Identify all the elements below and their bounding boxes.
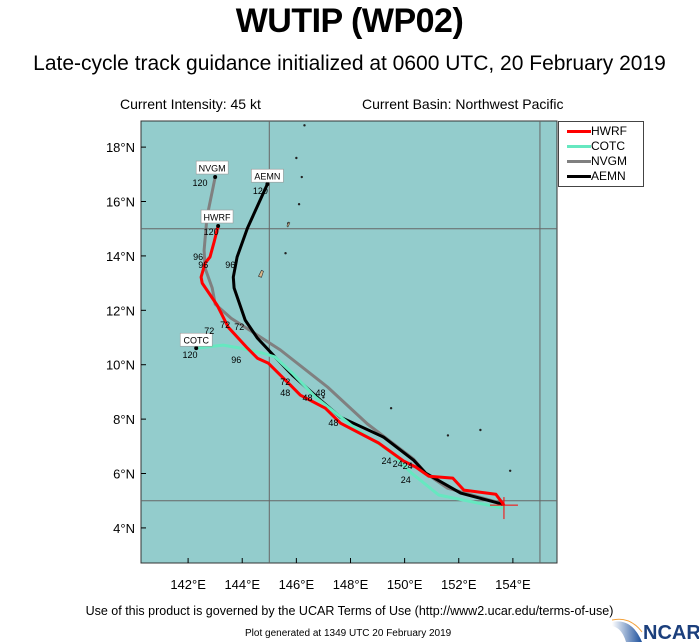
track-tag-box <box>179 332 213 347</box>
legend-item-cotc: COTC <box>567 139 625 153</box>
y-tick-label: 16°N <box>106 195 135 210</box>
forecast-hour-label: 72 <box>220 320 230 330</box>
current-basin: Current Basin: Northwest Pacific <box>362 96 564 112</box>
forecast-hour-label: 48 <box>280 388 290 398</box>
track-cotc <box>196 343 506 510</box>
track-hwrf <box>199 225 506 507</box>
track-tag-box <box>200 209 234 224</box>
forecast-hour-label: 24 <box>393 459 403 469</box>
forecast-hour-label: 96 <box>198 260 208 270</box>
forecast-hour-label: 72 <box>204 326 214 336</box>
y-tick-label: 14°N <box>106 249 135 264</box>
legend-item-hwrf: HWRF <box>567 124 627 138</box>
y-tick-label: 6°N <box>113 467 135 482</box>
forecast-hour-label: 96 <box>225 260 235 270</box>
x-tick-label: 150°E <box>387 577 423 592</box>
x-tick-label: 146°E <box>279 577 315 592</box>
island <box>446 434 450 437</box>
forecast-hour-label: 120 <box>192 178 207 188</box>
track-tag-label: AEMN <box>254 172 280 182</box>
track-end-marker <box>265 182 270 187</box>
track-tag-label: NVGM <box>199 164 226 174</box>
island <box>508 469 512 472</box>
forecast-hour-label: 120 <box>253 186 268 196</box>
track-tag-box <box>251 168 284 183</box>
legend-item-nvgm: NVGM <box>567 154 627 168</box>
track-tag-box <box>195 160 229 175</box>
legend-swatch <box>567 159 591 163</box>
legend-item-aemn: AEMN <box>567 169 626 183</box>
legend-label: COTC <box>591 139 625 153</box>
island <box>295 156 298 160</box>
y-tick-label: 4°N <box>113 521 135 536</box>
guam-island <box>258 269 264 278</box>
island <box>297 203 301 206</box>
subtitle: Late-cycle track guidance initialized at… <box>33 52 666 75</box>
y-tick-label: 8°N <box>113 412 135 427</box>
ncar-logo: NCAR <box>612 618 699 642</box>
track-tag-label: HWRF <box>204 213 231 223</box>
forecast-hour-label: 48 <box>302 393 312 403</box>
legend-label: NVGM <box>591 154 627 168</box>
forecast-hour-label: 96 <box>231 355 241 365</box>
island <box>303 124 306 127</box>
legend-swatch <box>567 129 591 133</box>
x-tick-label: 154°E <box>495 577 531 592</box>
legend: HWRF COTC NVGM AEMN <box>558 121 644 187</box>
legend-swatch <box>567 144 591 148</box>
current-intensity: Current Intensity: 45 kt <box>120 96 261 112</box>
x-tick-label: 152°E <box>441 577 477 592</box>
legend-label: HWRF <box>591 124 627 138</box>
y-tick-label: 12°N <box>106 303 135 318</box>
y-tick-label: 10°N <box>106 358 135 373</box>
terms-of-use-notice: Use of this product is governed by the U… <box>85 604 614 618</box>
island <box>479 428 482 432</box>
x-tick-label: 144°E <box>224 577 260 592</box>
forecast-hour-label: 24 <box>403 461 413 471</box>
forecast-hour-label: 120 <box>182 350 197 360</box>
plot-generated-time: Plot generated at 1349 UTC 20 February 2… <box>245 628 452 639</box>
forecast-hour-label: 48 <box>328 418 338 428</box>
x-tick-label: 148°E <box>333 577 369 592</box>
forecast-hour-label: 24 <box>381 456 391 466</box>
track-end-marker <box>216 223 221 228</box>
forecast-hour-label: 96 <box>193 252 203 262</box>
track-end-marker <box>194 346 199 351</box>
forecast-hour-label: 120 <box>204 227 219 237</box>
forecast-hour-label: 48 <box>315 388 325 398</box>
forecast-hour-label: 24 <box>401 475 411 485</box>
y-tick-label: 18°N <box>106 140 135 155</box>
island <box>389 407 393 410</box>
storm-title: WUTIP (WP02) <box>235 2 464 40</box>
island <box>322 396 325 399</box>
saipan-island <box>286 221 291 228</box>
track-end-marker <box>213 175 218 180</box>
forecast-hour-label: 72 <box>234 322 244 332</box>
track-tag-label: COTC <box>183 336 209 346</box>
island <box>300 175 303 179</box>
legend-swatch <box>567 174 591 178</box>
svg-text:NCAR: NCAR <box>643 622 699 642</box>
island <box>284 251 287 255</box>
forecast-hour-label: 72 <box>280 377 290 387</box>
legend-label: AEMN <box>591 169 626 183</box>
x-tick-label: 142°E <box>170 577 206 592</box>
